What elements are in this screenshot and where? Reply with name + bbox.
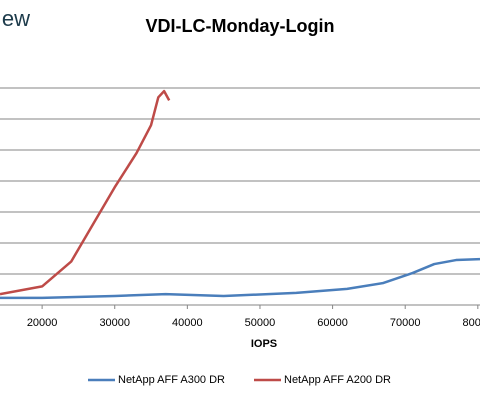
x-tick-label: 40000: [172, 317, 203, 329]
x-tick-label: 80000: [463, 317, 480, 329]
chart-title: VDI-LC-Monday-Login: [146, 16, 335, 36]
logo-text: ew: [2, 6, 30, 31]
x-tick-label: 20000: [27, 317, 58, 329]
x-tick-label: 50000: [245, 317, 276, 329]
x-tick-label: 70000: [390, 317, 421, 329]
legend-label: NetApp AFF A300 DR: [118, 374, 225, 386]
line-series: [0, 89, 171, 296]
line-series: [0, 257, 480, 300]
x-tick-label: 60000: [317, 317, 348, 329]
x-axis-title: IOPS: [251, 338, 277, 350]
x-tick-label: 30000: [99, 317, 130, 329]
legend-label: NetApp AFF A200 DR: [284, 374, 391, 386]
